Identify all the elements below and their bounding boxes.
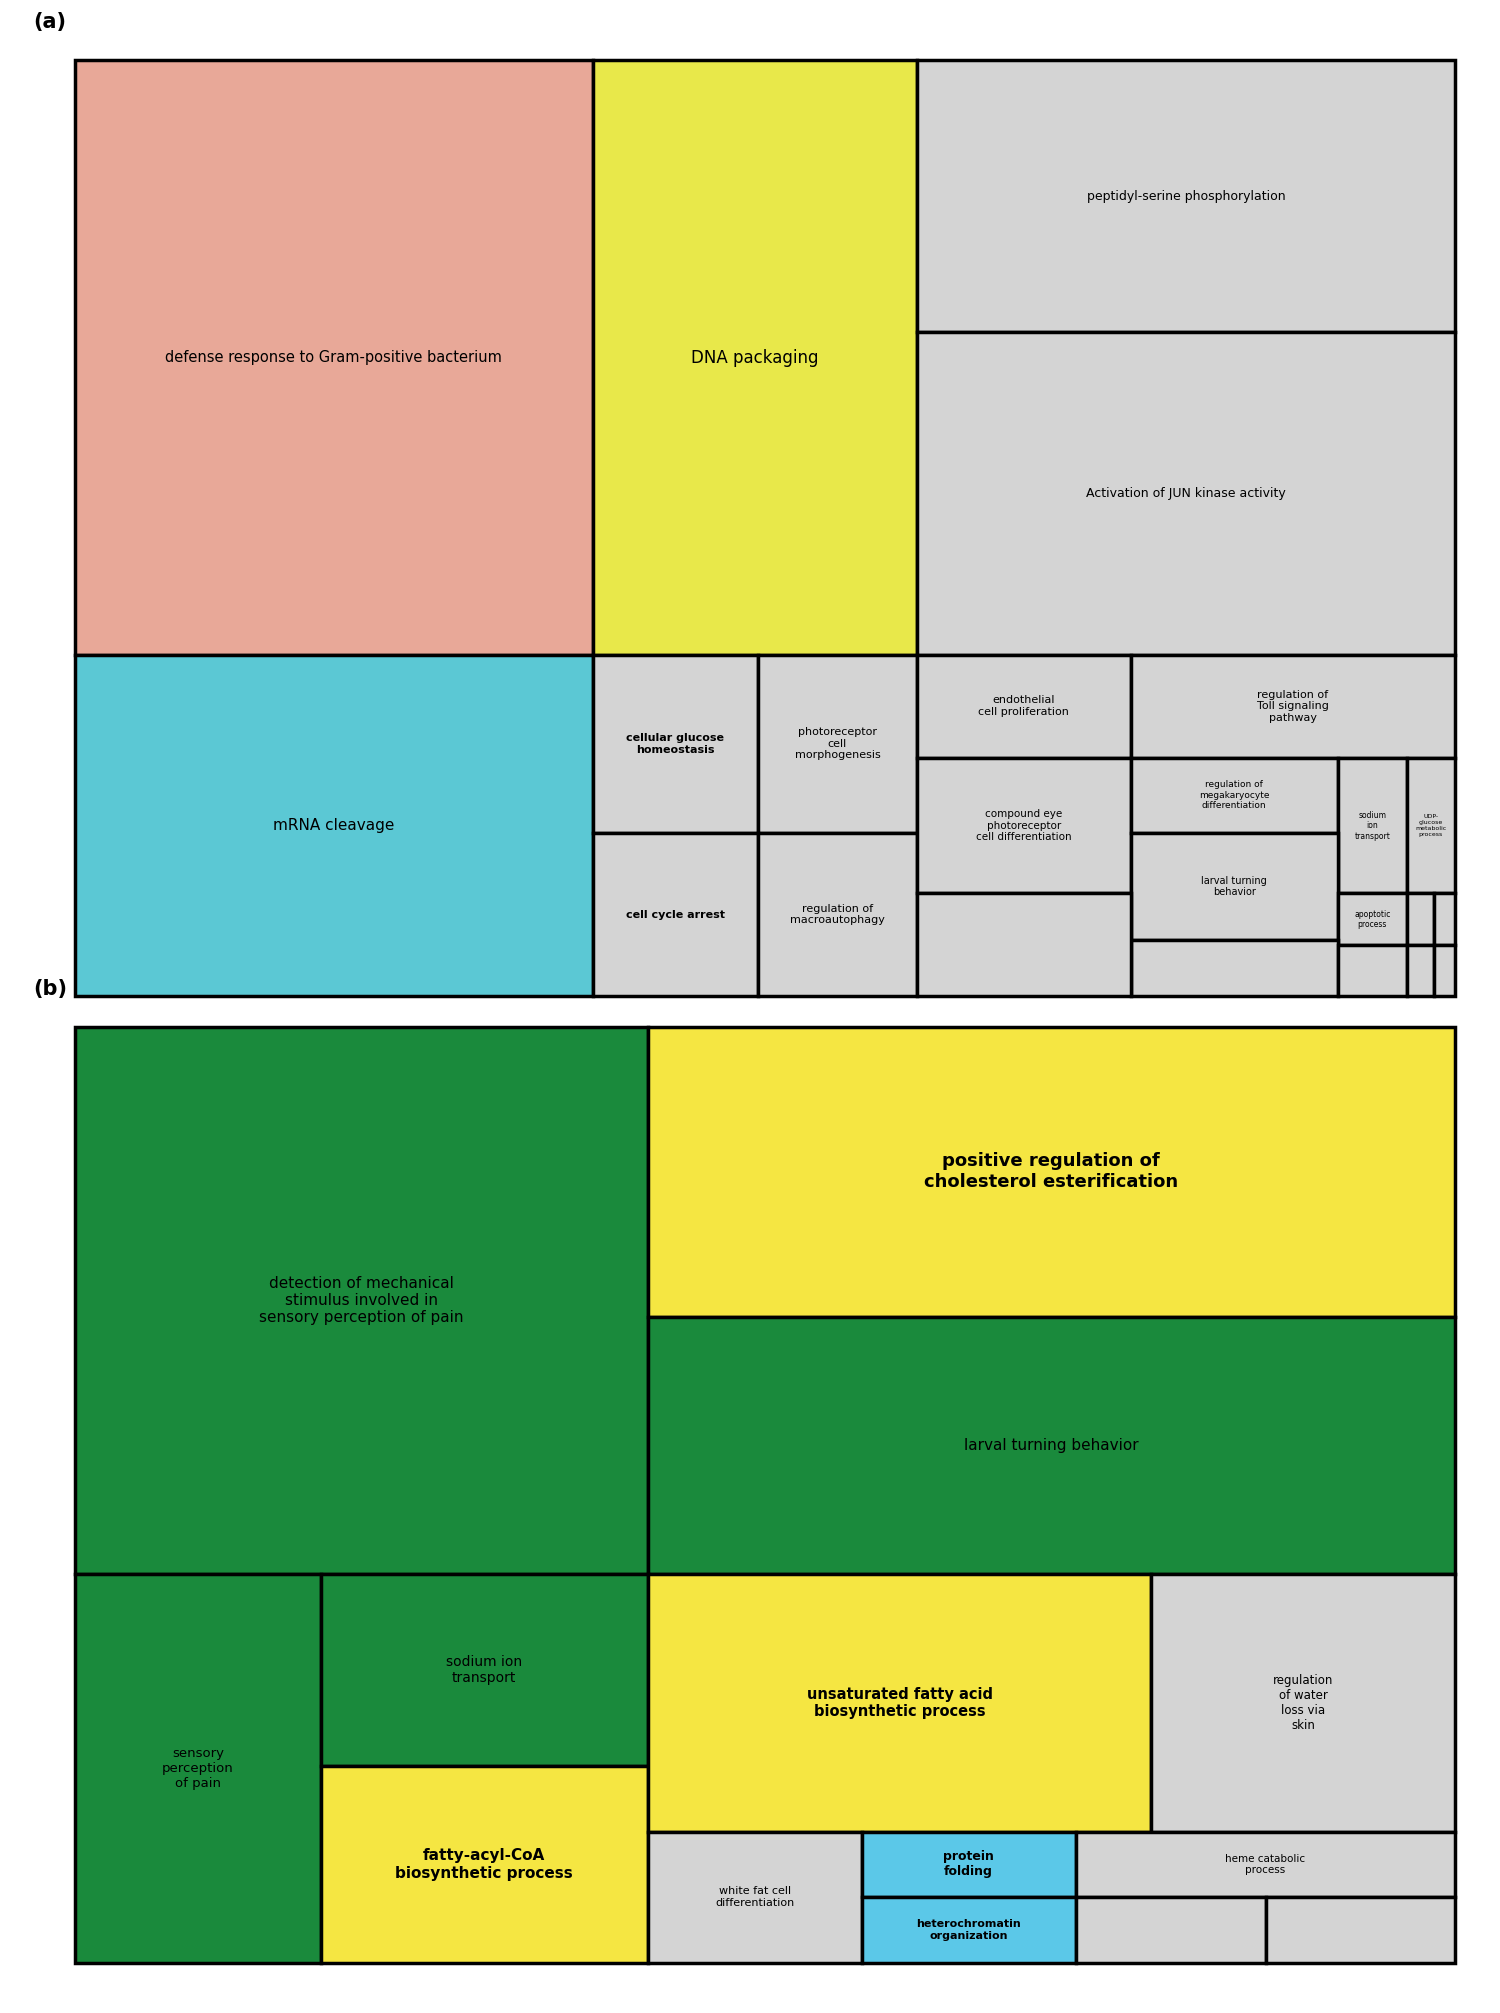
Bar [1131,654,1455,757]
Text: cellular glucose
homeostasis: cellular glucose homeostasis [627,733,724,755]
Bar [1338,757,1407,894]
Bar [758,654,916,833]
Text: positive regulation of
cholesterol esterification: positive regulation of cholesterol ester… [924,1151,1179,1192]
Text: larval turning behavior: larval turning behavior [964,1437,1138,1453]
Text: regulation
of water
loss via
skin: regulation of water loss via skin [1274,1675,1334,1731]
Bar [592,60,916,654]
Bar [861,1832,1076,1896]
Text: compound eye
photoreceptor
cell differentiation: compound eye photoreceptor cell differen… [976,809,1071,841]
Text: UDP-
glucose
metabolic
process: UDP- glucose metabolic process [1414,815,1446,837]
Text: heme catabolic
process: heme catabolic process [1226,1854,1305,1876]
Bar [916,332,1455,654]
Bar [758,833,916,996]
Text: peptidyl-serine phosphorylation: peptidyl-serine phosphorylation [1086,189,1286,203]
Text: (b): (b) [33,978,68,998]
Text: apoptotic
process: apoptotic process [1354,910,1390,928]
Text: sodium ion
transport: sodium ion transport [446,1655,522,1685]
Text: defense response to Gram-positive bacterium: defense response to Gram-positive bacter… [165,350,503,364]
Text: white fat cell
differentiation: white fat cell differentiation [716,1886,795,1908]
Bar [648,1027,1455,1317]
Bar [1131,940,1338,996]
Text: cell cycle arrest: cell cycle arrest [626,910,724,920]
Text: Activation of JUN kinase activity: Activation of JUN kinase activity [1086,487,1286,499]
Text: unsaturated fatty acid
biosynthetic process: unsaturated fatty acid biosynthetic proc… [807,1687,993,1719]
Text: sodium
ion
transport: sodium ion transport [1354,811,1390,841]
Text: larval turning
behavior: larval turning behavior [1202,876,1268,898]
Bar [1076,1832,1455,1896]
Bar [1266,1896,1455,1963]
Bar [1407,944,1434,996]
Bar [916,757,1131,894]
Text: detection of mechanical
stimulus involved in
sensory perception of pain: detection of mechanical stimulus involve… [260,1276,464,1325]
Text: DNA packaging: DNA packaging [692,348,819,366]
Bar [648,1832,861,1963]
Bar [916,894,1131,996]
Text: sensory
perception
of pain: sensory perception of pain [162,1747,234,1790]
Bar [75,654,592,996]
Bar [75,60,592,654]
Bar [592,833,758,996]
Bar [916,654,1131,757]
Text: fatty-acyl-CoA
biosynthetic process: fatty-acyl-CoA biosynthetic process [396,1848,573,1880]
Bar [75,1574,321,1963]
Bar [1338,944,1407,996]
Bar [1407,894,1434,944]
Text: regulation of
megakaryocyte
differentiation: regulation of megakaryocyte differentiat… [1198,781,1269,809]
Bar [592,654,758,833]
Bar [321,1765,648,1963]
Bar [1338,894,1407,944]
Text: mRNA cleavage: mRNA cleavage [273,817,394,833]
Bar [1131,833,1338,940]
Text: photoreceptor
cell
morphogenesis: photoreceptor cell morphogenesis [795,727,880,761]
Bar [916,60,1455,332]
Text: endothelial
cell proliferation: endothelial cell proliferation [978,694,1070,717]
Bar [1152,1574,1455,1832]
Bar [1434,944,1455,996]
Text: regulation of
Toll signaling
pathway: regulation of Toll signaling pathway [1257,690,1329,723]
Bar [1407,757,1455,894]
Bar [321,1574,648,1765]
Bar [648,1574,1152,1832]
Bar [75,1027,648,1574]
Text: regulation of
macroautophagy: regulation of macroautophagy [790,904,885,926]
Bar [648,1317,1455,1574]
Bar [1076,1896,1266,1963]
Bar [861,1896,1076,1963]
Text: heterochromatin
organization: heterochromatin organization [916,1918,1022,1941]
Text: protein
folding: protein folding [944,1850,994,1878]
Text: (a): (a) [33,12,66,32]
Bar [1131,757,1338,833]
Bar [1434,894,1455,944]
